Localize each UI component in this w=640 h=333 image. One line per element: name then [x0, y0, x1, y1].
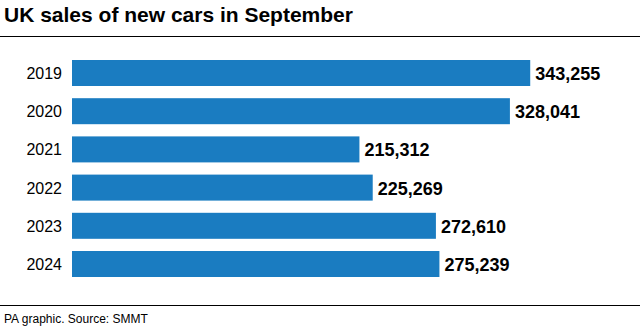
bar	[72, 251, 439, 277]
title: UK sales of new cars in September	[4, 3, 353, 26]
data-label: 328,041	[515, 102, 580, 122]
data-label: 225,269	[378, 179, 443, 199]
category-label: 2024	[26, 256, 62, 273]
bar	[72, 213, 436, 239]
source: PA graphic. Source: SMMT	[4, 312, 149, 326]
bar	[72, 60, 530, 86]
data-label: 343,255	[535, 64, 600, 84]
title-rule	[0, 36, 640, 37]
chart: UK sales of new cars in September 2019 343…	[0, 0, 640, 333]
data-label: 272,610	[441, 217, 506, 237]
bar	[72, 175, 373, 201]
bars	[72, 60, 530, 277]
bar	[72, 98, 510, 124]
bar	[72, 136, 359, 162]
category-label: 2020	[26, 103, 62, 120]
category-label: 2021	[26, 141, 62, 158]
category-label: 2019	[26, 65, 62, 82]
data-label: 215,312	[364, 140, 429, 160]
data-label: 275,239	[444, 255, 509, 275]
category-label: 2022	[26, 180, 62, 197]
footer-rule	[0, 305, 640, 306]
category-label: 2023	[26, 218, 62, 235]
